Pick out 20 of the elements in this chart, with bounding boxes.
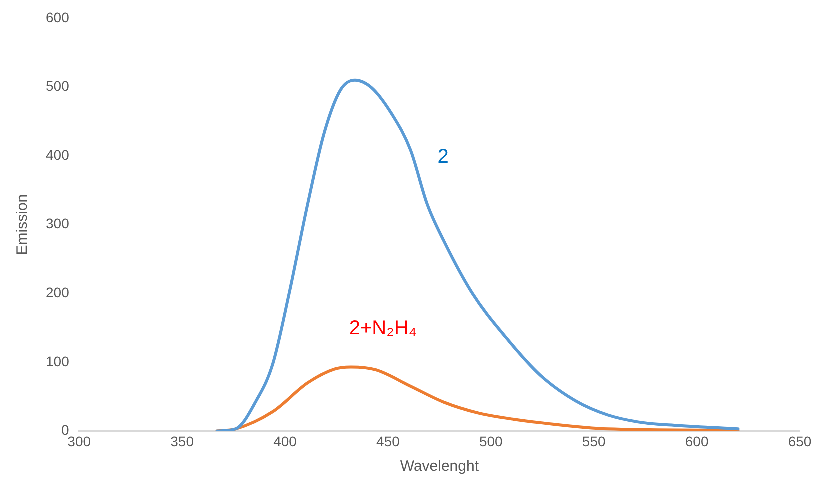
line-series xyxy=(216,78,740,432)
y-tick-label: 0 xyxy=(62,422,70,438)
x-tick-label: 650 xyxy=(788,433,812,450)
series-label: 2+N₂H₄ xyxy=(349,318,417,340)
x-tick-label: 300 xyxy=(68,433,92,450)
x-tick-label: 350 xyxy=(170,433,194,450)
y-tick-label: 100 xyxy=(46,353,70,370)
x-tick-label: 550 xyxy=(582,433,606,450)
x-axis-title: Wavelenght xyxy=(400,458,480,476)
y-tick-label: 200 xyxy=(46,284,70,300)
series-label: 2 xyxy=(438,146,449,168)
x-tick-label: 400 xyxy=(274,433,298,450)
y-tick-label: 400 xyxy=(46,146,70,163)
y-tick-label: 300 xyxy=(46,216,70,232)
y-tick-label: 500 xyxy=(46,78,70,94)
x-tick-label: 450 xyxy=(376,433,400,450)
y-tick-label: 600 xyxy=(46,9,70,26)
x-tick-label: 600 xyxy=(685,433,709,450)
y-axis-title: Emission xyxy=(14,194,32,256)
x-tick-label: 500 xyxy=(479,433,504,450)
